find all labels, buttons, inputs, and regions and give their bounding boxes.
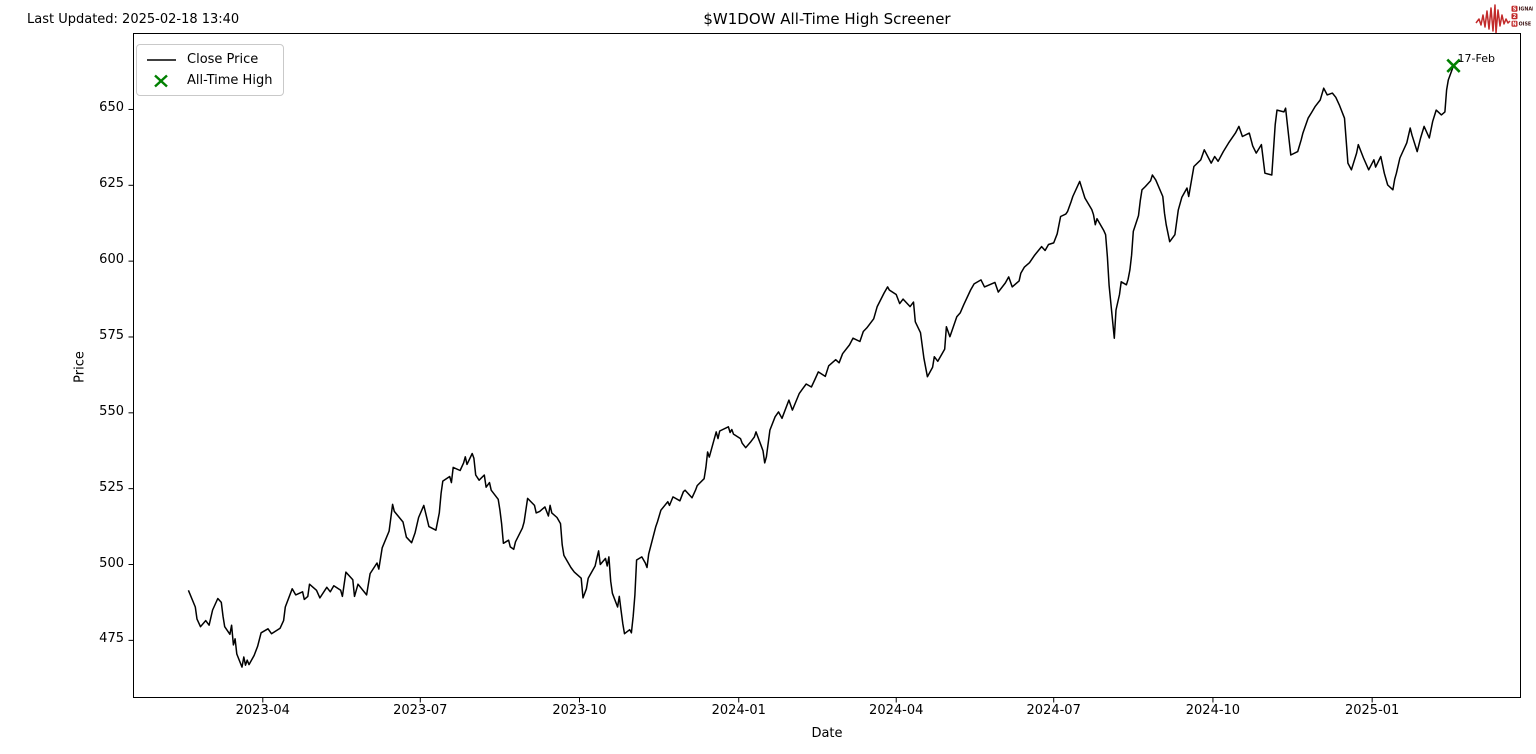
svg-text:IGNAL: IGNAL (1519, 7, 1533, 13)
y-tick-label: 475 (99, 631, 124, 647)
y-tick-label: 650 (99, 100, 124, 116)
legend-item-all-time-high: All-Time High (144, 70, 272, 91)
svg-text:2: 2 (1513, 14, 1517, 20)
logo-wordmark: S IGNAL 2 N OISE (1511, 5, 1533, 28)
y-tick-label: 550 (99, 403, 124, 419)
x-tick-label: 2024-01 (711, 703, 766, 718)
svg-text:S: S (1513, 7, 1517, 13)
x-tick-label: 2024-07 (1026, 703, 1081, 718)
legend-label-all-time-high: All-Time High (187, 73, 273, 88)
legend-item-close-price: Close Price (144, 49, 272, 70)
x-tick-label: 2023-04 (235, 703, 290, 718)
legend: Close Price All-Time High (136, 44, 285, 96)
x-tick-label: 2025-01 (1344, 703, 1400, 718)
x-tick-label: 2024-04 (869, 703, 924, 718)
x-marker-icon (154, 74, 168, 87)
all-time-high-marker (1446, 58, 1461, 73)
ath-annotation: 17-Feb (1457, 51, 1495, 65)
svg-text:OISE: OISE (1519, 22, 1532, 28)
signal2noise-logo: S IGNAL 2 N OISE (1475, 4, 1533, 34)
line-swatch-icon (147, 58, 176, 61)
x-axis-label: Date (811, 726, 843, 741)
y-tick-label: 600 (99, 252, 124, 268)
x-tick-label: 2024-10 (1185, 703, 1241, 718)
logo-waveform-icon (1475, 4, 1511, 34)
close-price-line (187, 65, 1455, 668)
x-tick-label: 2023-10 (552, 703, 607, 718)
chart-title: $W1DOW All-Time High Screener (703, 10, 951, 28)
svg-text:N: N (1512, 22, 1516, 28)
x-tick-label: 2023-07 (393, 703, 448, 718)
y-tick-label: 575 (99, 327, 124, 343)
y-axis-label: Price (72, 351, 88, 383)
y-tick-label: 525 (99, 479, 124, 495)
y-tick-label: 500 (99, 555, 124, 571)
legend-label-close-price: Close Price (187, 52, 259, 67)
y-tick-label: 625 (99, 176, 124, 192)
last-updated-text: Last Updated: 2025-02-18 13:40 (27, 12, 240, 27)
